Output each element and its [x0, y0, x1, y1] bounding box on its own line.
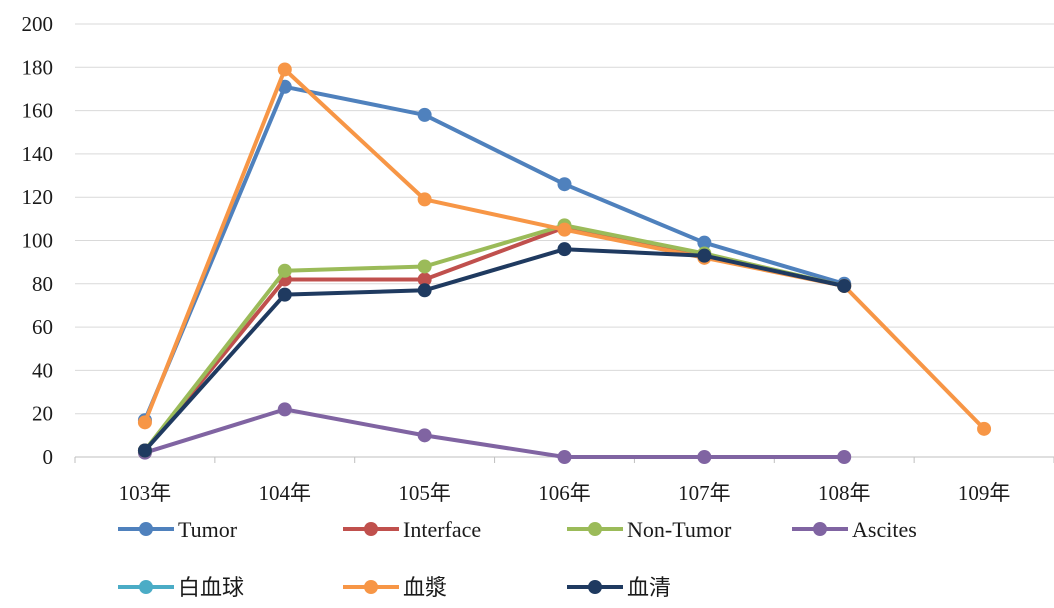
- data-point: [558, 177, 572, 191]
- y-tick-label: 180: [22, 55, 54, 79]
- legend-marker: [588, 580, 602, 594]
- series-lines: [138, 62, 991, 464]
- x-tick-label: 106年: [538, 481, 591, 505]
- legend-marker: [139, 580, 153, 594]
- y-tick-label: 20: [32, 402, 53, 426]
- y-tick-label: 120: [22, 185, 54, 209]
- y-tick-label: 80: [32, 272, 53, 296]
- data-point: [278, 264, 292, 278]
- y-tick-label: 40: [32, 358, 53, 382]
- x-tick-label: 108年: [818, 481, 871, 505]
- legend-item: Ascites: [792, 517, 917, 542]
- legend-item: 血清: [567, 575, 671, 600]
- legend-marker: [364, 580, 378, 594]
- x-tick-label: 109年: [958, 481, 1011, 505]
- data-point: [837, 279, 851, 293]
- data-point: [697, 450, 711, 464]
- x-tick-label: 105年: [398, 481, 451, 505]
- data-point: [138, 415, 152, 429]
- y-tick-label: 100: [22, 229, 54, 253]
- legend-marker: [588, 522, 602, 536]
- legend-item: Non-Tumor: [567, 517, 732, 542]
- data-point: [977, 422, 991, 436]
- data-point: [418, 259, 432, 273]
- legend-item: Tumor: [118, 517, 238, 542]
- series-line: [145, 225, 844, 450]
- data-point: [418, 428, 432, 442]
- data-point: [138, 444, 152, 458]
- legend: Tumor Interface Non-Tumor Ascites 白血球 血漿 血清: [118, 517, 917, 600]
- data-point: [278, 288, 292, 302]
- legend-item: Interface: [343, 517, 481, 542]
- legend-label: Non-Tumor: [627, 517, 732, 542]
- legend-label: Ascites: [852, 517, 917, 542]
- y-tick-label: 0: [43, 445, 54, 469]
- legend-label: Interface: [403, 517, 481, 542]
- data-point: [558, 450, 572, 464]
- data-point: [418, 283, 432, 297]
- x-tick-label: 103年: [119, 481, 172, 505]
- legend-label: 血漿: [403, 575, 447, 600]
- data-point: [418, 108, 432, 122]
- x-tick-label: 107年: [678, 481, 731, 505]
- legend-label: 血清: [627, 575, 671, 600]
- legend-label: Tumor: [178, 517, 238, 542]
- data-point: [837, 450, 851, 464]
- y-tick-label: 160: [22, 99, 54, 123]
- x-tick-label: 104年: [259, 481, 312, 505]
- legend-label: 白血球: [178, 575, 244, 600]
- legend-marker: [139, 522, 153, 536]
- data-point: [697, 249, 711, 263]
- legend-marker: [813, 522, 827, 536]
- data-point: [418, 192, 432, 206]
- series-6: [138, 242, 851, 457]
- y-tick-label: 60: [32, 315, 53, 339]
- legend-item: 白血球: [118, 575, 244, 600]
- series-line: [145, 409, 844, 457]
- data-point: [558, 242, 572, 256]
- series-3: [138, 402, 851, 464]
- data-point: [278, 402, 292, 416]
- legend-item: 血漿: [343, 575, 447, 600]
- y-tick-label: 200: [22, 12, 54, 36]
- data-point: [558, 223, 572, 237]
- legend-marker: [364, 522, 378, 536]
- data-point: [278, 62, 292, 76]
- y-tick-label: 140: [22, 142, 54, 166]
